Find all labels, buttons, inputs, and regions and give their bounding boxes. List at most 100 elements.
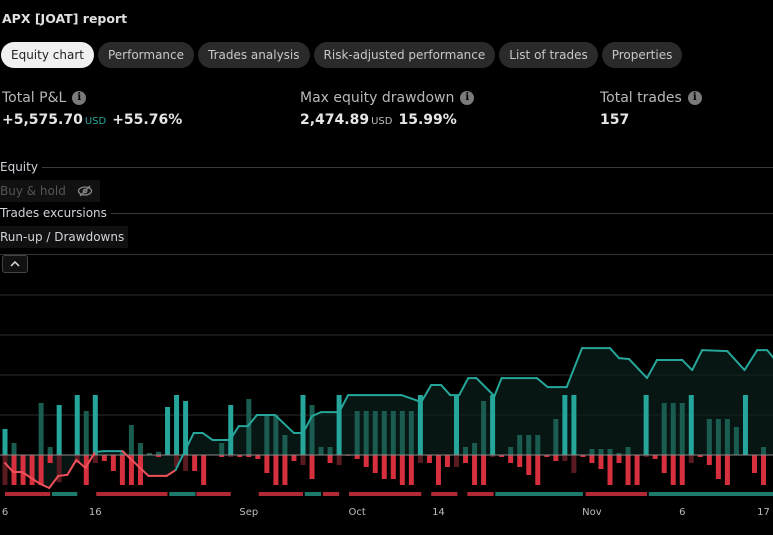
runup-bar [282, 435, 288, 455]
equity-line-segment [311, 411, 323, 418]
drawdown-bar [300, 455, 306, 465]
equity-chart[interactable]: 6 16 Sep Oct 14 Nov 6 17 [0, 275, 773, 535]
stat-unit: USD [84, 116, 107, 127]
drawdown-bar [652, 455, 658, 459]
drawdown-bar [291, 455, 297, 461]
equity-line-segment [420, 384, 433, 404]
equity-line-segment [400, 394, 423, 404]
runup-bar [715, 419, 721, 455]
legend-equity[interactable]: Equity [0, 160, 38, 174]
info-icon[interactable]: i [687, 91, 702, 105]
drawdown-bar [426, 455, 432, 463]
legend-runup-drawdowns[interactable]: Run-up / Drawdowns [0, 226, 129, 248]
runup-bar [38, 403, 44, 455]
drawdown-bar [706, 455, 712, 465]
legend-buy-hold[interactable]: Buy & hold [0, 180, 100, 202]
drawdown-bar [264, 455, 270, 473]
tab-properties[interactable]: Properties [601, 42, 683, 68]
drawdown-bar [273, 455, 279, 485]
drawdown-bar [336, 455, 342, 465]
equity-line-segment [726, 350, 746, 372]
runup-bar [47, 447, 53, 455]
info-icon[interactable]: i [72, 91, 87, 105]
stat-max-drawdown: Max equity drawdown i 2,474.89 USD 15.99% [300, 90, 475, 128]
tab-trades-analysis[interactable]: Trades analysis [198, 42, 310, 68]
equity-line-segment [246, 414, 258, 428]
drawdown-bar [110, 455, 116, 471]
runup-bar [399, 411, 405, 455]
equity-line-segment [646, 359, 658, 380]
drawdown-bar [47, 455, 53, 463]
stat-unit: USD [371, 116, 393, 127]
runup-bar [526, 435, 532, 455]
runup-bar [616, 453, 622, 455]
runup-bar [643, 395, 649, 455]
tab-performance[interactable]: Performance [97, 42, 195, 68]
drawdown-bar [327, 455, 333, 463]
runup-bar [571, 395, 577, 455]
runup-bar [92, 395, 98, 455]
drawdown-bar [255, 455, 261, 459]
drawdown-bar [607, 455, 613, 485]
drawdown-bar [29, 455, 35, 485]
drawdown-bar [688, 455, 694, 463]
tab-risk-adjusted-performance[interactable]: Risk-adjusted performance [313, 42, 496, 68]
runup-bar [318, 447, 324, 455]
drawdown-bar [372, 455, 378, 473]
streak-down [349, 492, 422, 496]
equity-line-segment [48, 474, 60, 490]
runup-bar [454, 395, 459, 455]
equity-line-segment [21, 471, 42, 485]
drawdown-bar [634, 455, 640, 485]
runup-bar [146, 453, 152, 455]
stat-total-trades: Total trades i 157 [600, 90, 702, 128]
runup-bar [264, 415, 270, 455]
tab-list-of-trades[interactable]: List of trades [499, 42, 598, 68]
runup-bar [219, 443, 225, 455]
tab-equity-chart[interactable]: Equity chart [1, 42, 94, 68]
runup-bar [336, 395, 342, 455]
streak-down [467, 492, 494, 496]
x-tick-label: 17 [757, 507, 770, 518]
stat-total-pnl: Total P&L i +5,575.70 USD +55.76% [2, 90, 182, 128]
equity-line-segment [301, 415, 314, 435]
runup-bar [481, 401, 487, 455]
stat-value: 157 [600, 112, 630, 128]
equity-line-segment [440, 384, 452, 397]
legend-trades-excursions[interactable]: Trades excursions [0, 206, 107, 220]
runup-bar [490, 395, 496, 455]
drawdown-bar [192, 455, 198, 471]
equity-line-segment [94, 450, 106, 453]
drawdown-bar [517, 455, 523, 467]
runup-bar [562, 395, 568, 455]
drawdown-bar [598, 455, 604, 469]
equity-line-segment [458, 377, 470, 397]
info-icon[interactable]: i [460, 91, 475, 105]
equity-line-segment [565, 347, 584, 389]
drawdown-bar [535, 455, 541, 485]
drawdown-bar [625, 455, 631, 485]
drawdown-bar [463, 455, 469, 463]
eye-slash-icon[interactable] [74, 182, 96, 200]
runup-bar [661, 403, 667, 455]
collapse-legend-button[interactable] [2, 255, 28, 273]
runup-bar [724, 419, 730, 455]
drawdown-bar [228, 455, 234, 457]
drawdown-bar [417, 455, 423, 463]
runup-bar [74, 395, 80, 455]
equity-line-segment [627, 358, 649, 380]
runup-bar [408, 411, 414, 455]
runup-bar [472, 443, 478, 455]
equity-line-segment [39, 482, 51, 490]
equity-line-segment [75, 458, 87, 469]
runup-bar [183, 401, 189, 455]
runup-bar [11, 443, 17, 455]
streak-up [304, 492, 322, 496]
equity-area [5, 348, 773, 489]
equity-line-segment [66, 458, 78, 476]
runup-bar [354, 411, 360, 455]
drawdown-bar [679, 455, 685, 485]
divider [110, 212, 773, 214]
equity-line-segment [273, 414, 295, 435]
runup-bar [706, 419, 712, 455]
